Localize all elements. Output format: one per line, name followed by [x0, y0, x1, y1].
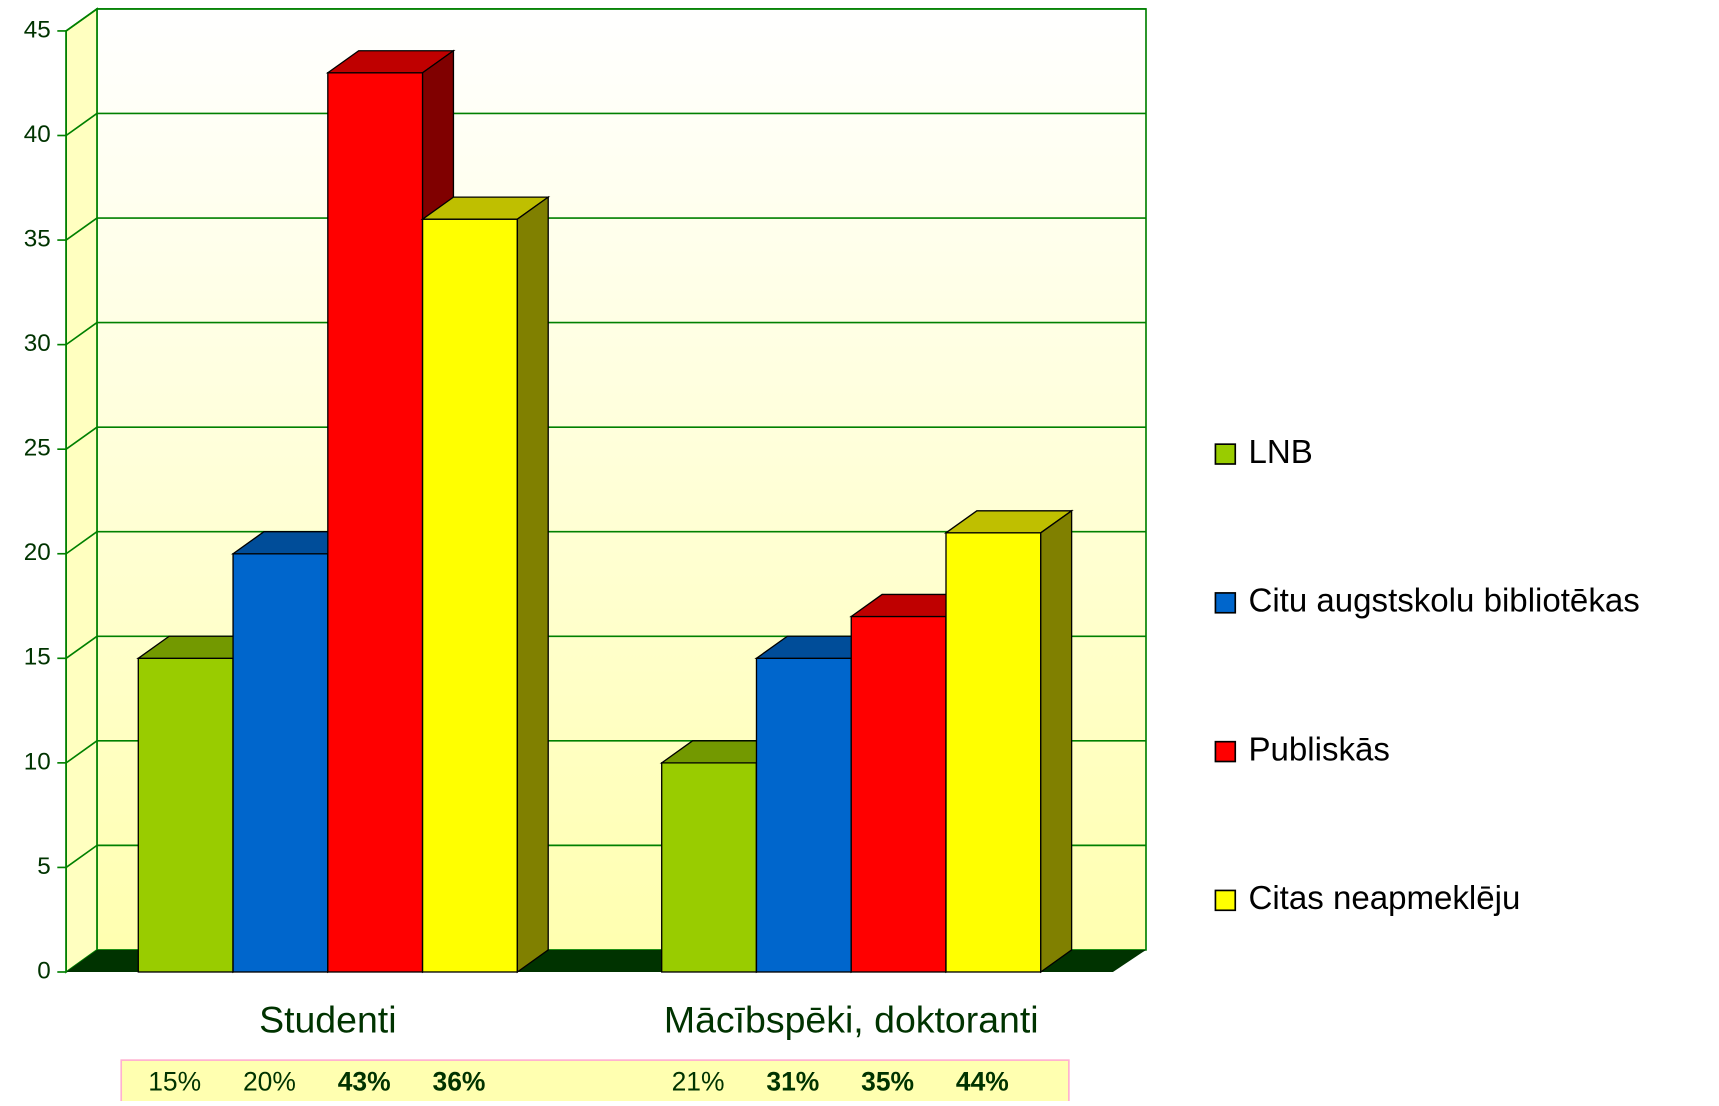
x-tick-label: Mācībspēki, doktoranti: [664, 999, 1039, 1041]
bar: [945, 532, 1042, 973]
grid-line: [65, 426, 98, 450]
legend-swatch: [1214, 592, 1237, 614]
grid-line: [65, 8, 98, 32]
side-wall: [65, 7, 98, 974]
percent-label: 35%: [861, 1066, 914, 1096]
grid-line: [65, 321, 98, 346]
bar: [327, 72, 424, 973]
legend-label: Citas neapmeklēju: [1248, 880, 1520, 917]
grid-line: [65, 112, 98, 137]
legend-label: LNB: [1248, 434, 1312, 471]
percent-label: 44%: [956, 1066, 1009, 1096]
y-tick-label: 5: [37, 853, 50, 880]
y-tick-label: 40: [24, 121, 51, 148]
y-tick-label: 10: [24, 748, 51, 775]
legend-swatch: [1214, 443, 1237, 465]
bar: [661, 762, 758, 973]
legend-label: Publiskās: [1248, 731, 1389, 768]
percent-label: 36%: [432, 1066, 485, 1096]
y-tick-label: 35: [24, 225, 51, 252]
grid-line: [65, 217, 98, 241]
bar-side: [516, 195, 549, 974]
y-tick-label: 20: [24, 539, 51, 566]
y-tick-label: 45: [24, 16, 51, 43]
percent-label: 21%: [672, 1066, 725, 1096]
y-tick-label: 0: [37, 957, 50, 984]
percent-label: 43%: [338, 1066, 391, 1096]
percent-label: 31%: [766, 1066, 819, 1096]
y-tick-label: 30: [24, 330, 51, 357]
x-tick-label: Studenti: [259, 999, 396, 1041]
grid-line: [65, 635, 98, 659]
percent-label: 15%: [148, 1066, 201, 1096]
y-tick-label: 15: [24, 644, 51, 671]
bar: [421, 218, 519, 973]
legend-swatch: [1214, 740, 1237, 763]
bar-side: [1040, 509, 1073, 974]
bar: [137, 657, 234, 973]
percent-table: [120, 1059, 1070, 1106]
bar: [850, 615, 947, 973]
bar: [755, 657, 852, 973]
legend-label: Citu augstskolu bibliotēkas: [1248, 583, 1639, 620]
legend-swatch: [1214, 889, 1237, 912]
bar: [232, 553, 329, 973]
y-tick-label: 25: [24, 435, 51, 462]
grid-line: [65, 844, 98, 869]
grid-line: [65, 740, 98, 764]
percent-label: 20%: [243, 1066, 296, 1096]
grid-line: [65, 531, 98, 555]
